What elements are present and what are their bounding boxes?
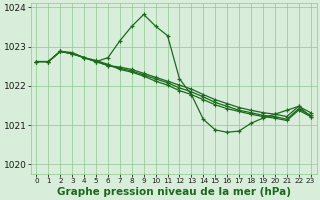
X-axis label: Graphe pression niveau de la mer (hPa): Graphe pression niveau de la mer (hPa) — [57, 187, 291, 197]
